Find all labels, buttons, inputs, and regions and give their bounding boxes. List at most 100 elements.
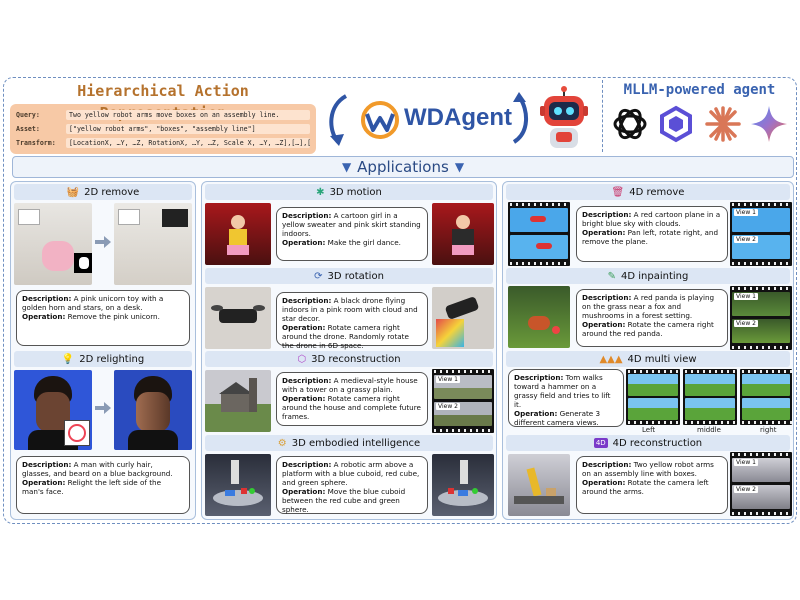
desc-label: Description: (282, 211, 332, 220)
section-title: 3D reconstruction (311, 353, 401, 365)
section-3d-rotation-header: ⟳ 3D rotation (205, 268, 493, 284)
desc-2d-relighting: Description: A man with curly hair, glas… (16, 456, 190, 514)
unicorn-after-image (114, 203, 192, 285)
op-text-2: Randomly rotate the drone in 6D space. (282, 332, 409, 350)
query-row: Query: Two yellow robot arms move boxes … (16, 108, 310, 122)
man-after-image (114, 370, 192, 450)
caption-left: Left (642, 426, 656, 434)
desc-text: A cartoon girl in a yellow sweater and p… (282, 211, 421, 238)
girl-after-image (432, 203, 494, 265)
drone-after-image (432, 287, 494, 349)
film-strip-plane-input (508, 202, 570, 266)
desc-4d-multiview: Description: Tom walks toward a hammer o… (508, 369, 624, 427)
section-title: 4D remove (629, 186, 685, 198)
op-text: Remove the pink unicorn. (67, 312, 160, 321)
view2-label: View 2 (734, 486, 758, 493)
op-text: Rotate the camera right around the red p… (582, 320, 714, 338)
desc-4d-inpainting: Description: A red panda is playing on t… (576, 289, 728, 347)
red-panda-image (508, 286, 570, 348)
mllm-panel: MLLM-powered agent (602, 80, 796, 152)
op-text: Rotate camera right around the house and… (282, 394, 421, 421)
view2-label: View 2 (734, 320, 758, 327)
dancer-icon: ✱ (316, 186, 325, 198)
section-2d-relighting-header: 💡 2D relighting (14, 351, 192, 367)
desc-3d-rotation: Description: A black drone flying indoor… (276, 292, 428, 350)
basket-icon: 🧺 (66, 186, 80, 198)
section-2d-remove-header: 🧺 2D remove (14, 184, 192, 200)
desc-label: Description: (282, 376, 332, 385)
man-before-image (14, 370, 92, 450)
desc-3d-motion: Description: A cartoon girl in a yellow … (276, 207, 428, 261)
transform-row: Transform: [LocationX, …Y, …Z, RotationX… (16, 136, 310, 150)
arrow-right-icon (95, 402, 111, 414)
asset-row: Asset: ["yellow robot arms", "boxes", "a… (16, 122, 310, 136)
qwen-logo-icon (660, 105, 693, 143)
op-text: Generate 3 different camera views. (514, 409, 601, 427)
film-strip-plane-output: View 1 View 2 (730, 202, 792, 266)
unicorn-before-image (14, 203, 92, 285)
op-label: Operation: (582, 320, 626, 329)
section-title: 4D reconstruction (612, 437, 703, 449)
app-name: WDAgent (404, 104, 512, 131)
section-title: 3D motion (329, 186, 382, 198)
view1-label: View 1 (436, 376, 460, 383)
section-4d-remove-header: 🗑 4D remove (506, 184, 790, 200)
op-text: Rotate camera right around the drone. (282, 323, 400, 341)
film-strip-right-view (740, 369, 792, 425)
gemini-logo-icon (750, 106, 787, 142)
section-3d-reconstruction-header: ⬡ 3D reconstruction (205, 351, 493, 367)
caption-middle: middle (697, 426, 721, 434)
down-triangle-icon: ▼ (454, 160, 465, 174)
view1-label: View 1 (734, 209, 758, 216)
desc-4d-remove: Description: A red cartoon plane in a br… (576, 206, 728, 262)
applications-bar: ▼ Applications ▼ (12, 156, 794, 178)
desc-text: A pink unicorn toy with a golden horn an… (22, 294, 164, 312)
wdagent-icon (361, 101, 399, 139)
film-strip-panda-output: View 1 View 2 (730, 286, 792, 350)
view2-label: View 2 (436, 403, 460, 410)
op-text: Rotate the camera left around the arms. (582, 478, 709, 496)
op-label: Operation: (22, 312, 66, 321)
desc-label: Description: (582, 210, 632, 219)
section-title: 2D remove (84, 186, 140, 198)
query-value: Two yellow robot arms move boxes on an a… (66, 110, 310, 120)
op-text: Relight the left side of the man's face. (22, 478, 161, 496)
film-strip-middle-view (683, 369, 737, 425)
arrow-right-icon (95, 236, 111, 248)
section-title: 3D embodied intelligence (291, 437, 421, 449)
wdagent-logo-area: WDAgent (322, 86, 592, 152)
desc-label: Description: (582, 460, 632, 469)
op-label: Operation: (582, 478, 626, 487)
section-title: 4D multi view (627, 353, 697, 365)
section-4d-inpainting-header: ✎ 4D inpainting (506, 268, 790, 284)
desc-text: A medieval-style house with a tower on a… (282, 376, 418, 394)
query-label: Query: (16, 111, 40, 119)
view1-label: View 1 (734, 459, 758, 466)
section-title: 2D relighting (79, 353, 145, 365)
trash-icon: 🗑 (611, 186, 625, 198)
robot-arm-icon: ⚙ (277, 437, 287, 449)
mllm-title: MLLM-powered agent (623, 82, 776, 98)
caption-right: right (760, 426, 777, 434)
applications-label: Applications (357, 158, 449, 176)
robot-arm-before-image (205, 454, 271, 516)
desc-text: A man with curly hair, glasses, and bear… (22, 460, 173, 478)
desc-label: Description: (22, 294, 72, 303)
op-text: Pan left, rotate right, and remove the p… (582, 228, 719, 246)
desc-label: Description: (22, 460, 72, 469)
desc-text: A robotic arm above a platform with a bl… (282, 460, 420, 487)
op-label: Operation: (282, 323, 326, 332)
girl-before-image (205, 203, 271, 265)
har-box: Query: Two yellow robot arms move boxes … (10, 104, 316, 154)
har-title: Hierarchical Action Representation (77, 82, 249, 122)
transform-value: [LocationX, …Y, …Z, RotationX, …Y, …Z, S… (66, 138, 310, 148)
mllm-logos (603, 100, 796, 148)
op-text: Move the blue cuboid between the red cub… (282, 487, 406, 514)
op-label: Operation: (514, 409, 558, 418)
desc-text: A red panda is playing on the grass near… (582, 293, 715, 320)
desc-text: A black drone flying indoors in a pink r… (282, 296, 418, 323)
desc-label: Description: (582, 293, 632, 302)
robot-arm-after-image (432, 454, 494, 516)
op-label: Operation: (282, 238, 326, 247)
asset-label: Asset: (16, 125, 40, 133)
